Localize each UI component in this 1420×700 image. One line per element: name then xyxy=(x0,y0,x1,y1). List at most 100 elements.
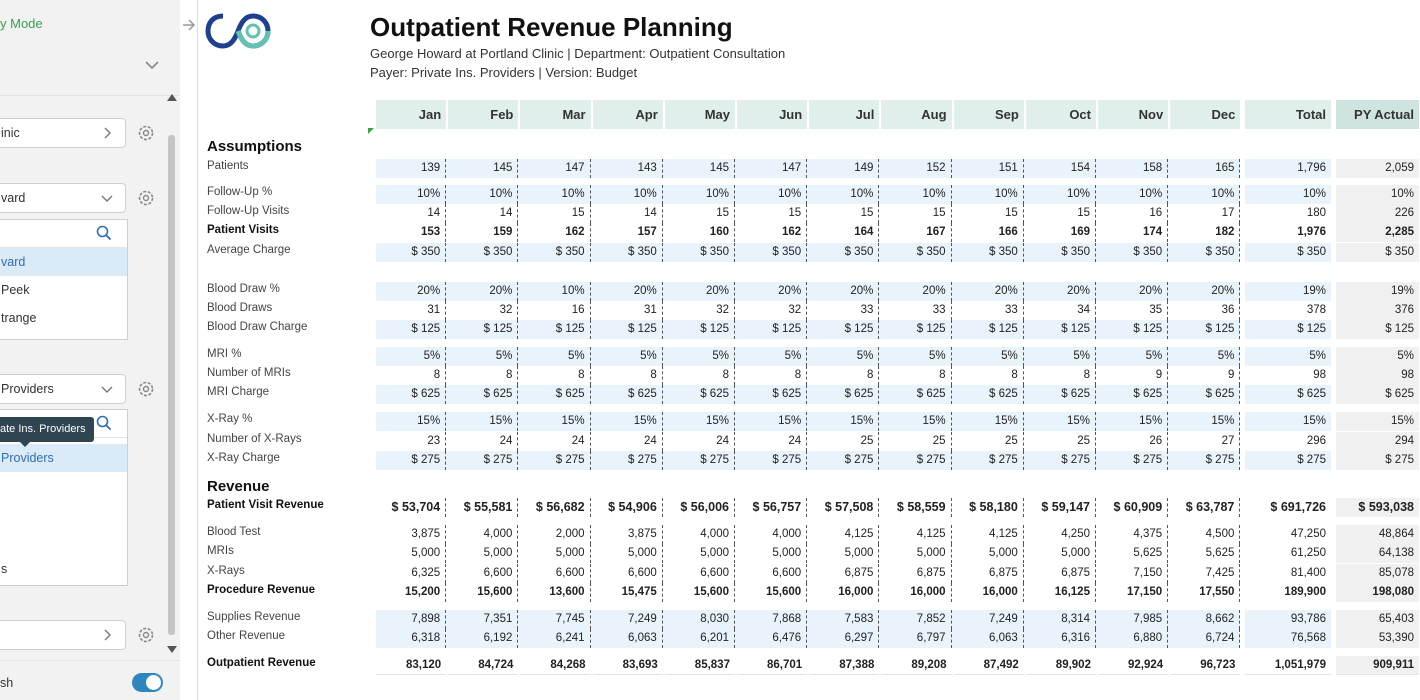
table-cell[interactable]: 15% xyxy=(737,412,808,431)
table-cell[interactable]: 10% xyxy=(376,185,447,204)
table-cell[interactable]: 6,724 xyxy=(1170,629,1241,648)
table-cell[interactable]: 15,600 xyxy=(665,583,735,602)
table-cell[interactable]: 5% xyxy=(809,347,880,366)
table-cell[interactable]: 15 xyxy=(1026,204,1096,223)
table-cell[interactable]: 8 xyxy=(954,366,1024,385)
table-cell[interactable]: 7,425 xyxy=(1170,564,1241,583)
table-cell[interactable]: 5% xyxy=(448,347,519,366)
table-cell[interactable]: 20% xyxy=(1026,282,1096,301)
table-cell[interactable]: 8 xyxy=(809,366,880,385)
table-cell[interactable]: 8 xyxy=(520,366,591,385)
table-cell[interactable]: 165 xyxy=(1170,159,1241,178)
table-cell[interactable]: 15,475 xyxy=(593,583,663,602)
table-cell[interactable]: 5,000 xyxy=(954,544,1024,563)
table-cell[interactable]: $ 350 xyxy=(1170,243,1241,262)
table-cell[interactable]: 5,625 xyxy=(1170,544,1241,563)
table-cell[interactable]: 35 xyxy=(1098,301,1169,320)
table-cell[interactable]: 4,500 xyxy=(1170,525,1241,544)
table-cell[interactable]: $ 125 xyxy=(737,320,808,339)
table-cell[interactable]: 5% xyxy=(737,347,808,366)
table-cell[interactable]: 5,625 xyxy=(1098,544,1169,563)
table-cell[interactable]: 5,000 xyxy=(593,544,663,563)
table-cell[interactable]: 167 xyxy=(881,223,952,242)
payer-option[interactable]: Providers xyxy=(0,444,127,472)
table-cell[interactable]: 4,000 xyxy=(448,525,519,544)
table-cell[interactable]: 6,600 xyxy=(520,564,591,583)
table-cell[interactable]: 20% xyxy=(881,282,952,301)
table-cell[interactable]: $ 625 xyxy=(954,385,1024,404)
table-cell[interactable]: 14 xyxy=(448,204,519,223)
table-cell[interactable]: 16,125 xyxy=(1026,583,1096,602)
table-cell[interactable]: 8 xyxy=(376,366,447,385)
payer-option[interactable]: s xyxy=(1,562,8,576)
table-cell[interactable]: 9 xyxy=(1098,366,1169,385)
table-cell[interactable]: 4,125 xyxy=(809,525,880,544)
table-cell[interactable]: 147 xyxy=(520,159,591,178)
table-cell[interactable]: 26 xyxy=(1098,432,1169,451)
table-cell[interactable]: 6,192 xyxy=(448,629,519,648)
table-cell[interactable]: 5% xyxy=(376,347,447,366)
table-cell[interactable]: $ 625 xyxy=(1098,385,1169,404)
table-cell[interactable]: 15% xyxy=(593,412,663,431)
refresh-toggle[interactable] xyxy=(132,673,163,692)
provider-option[interactable]: Peek xyxy=(1,283,30,297)
table-cell[interactable]: $ 275 xyxy=(809,451,880,470)
table-cell[interactable]: 15% xyxy=(520,412,591,431)
table-cell[interactable]: $ 350 xyxy=(737,243,808,262)
table-cell[interactable]: $ 625 xyxy=(376,385,447,404)
gear-icon[interactable] xyxy=(136,379,156,399)
table-cell[interactable]: 10% xyxy=(593,185,663,204)
table-cell[interactable]: 154 xyxy=(1026,159,1096,178)
table-cell[interactable]: 139 xyxy=(376,159,447,178)
table-cell[interactable]: $ 275 xyxy=(954,451,1024,470)
table-cell[interactable]: 8 xyxy=(665,366,735,385)
table-cell[interactable]: $ 275 xyxy=(665,451,735,470)
table-cell[interactable]: 15 xyxy=(881,204,952,223)
table-cell[interactable]: 164 xyxy=(809,223,880,242)
table-cell[interactable]: 14 xyxy=(376,204,447,223)
gear-icon[interactable] xyxy=(136,188,156,208)
table-cell[interactable]: 8,030 xyxy=(665,610,735,629)
table-cell[interactable]: 6,316 xyxy=(1026,629,1096,648)
table-cell[interactable]: 10% xyxy=(737,185,808,204)
table-cell[interactable]: 6,600 xyxy=(593,564,663,583)
table-cell[interactable]: 15% xyxy=(881,412,952,431)
table-cell[interactable]: 7,745 xyxy=(520,610,591,629)
table-cell[interactable]: 149 xyxy=(809,159,880,178)
table-cell[interactable]: 10% xyxy=(665,185,735,204)
table-cell[interactable]: 7,249 xyxy=(593,610,663,629)
table-cell[interactable]: 5,000 xyxy=(737,544,808,563)
table-cell[interactable]: 145 xyxy=(448,159,519,178)
table-cell[interactable]: $ 350 xyxy=(1026,243,1096,262)
table-cell[interactable]: $ 275 xyxy=(448,451,519,470)
table-cell[interactable]: 6,880 xyxy=(1098,629,1169,648)
table-cell[interactable]: $ 625 xyxy=(1026,385,1096,404)
table-cell[interactable]: 7,150 xyxy=(1098,564,1169,583)
table-cell[interactable]: 33 xyxy=(881,301,952,320)
table-cell[interactable]: 15,600 xyxy=(448,583,519,602)
table-cell[interactable]: 174 xyxy=(1098,223,1169,242)
table-cell[interactable]: 5% xyxy=(881,347,952,366)
table-cell[interactable]: 147 xyxy=(737,159,808,178)
table-cell[interactable]: 15% xyxy=(1170,412,1241,431)
table-cell[interactable]: 13,600 xyxy=(520,583,591,602)
table-cell[interactable]: $ 58,180 xyxy=(954,498,1024,517)
table-cell[interactable]: 25 xyxy=(881,432,952,451)
table-cell[interactable]: 23 xyxy=(376,432,447,451)
table-cell[interactable]: $ 125 xyxy=(809,320,880,339)
table-cell[interactable]: $ 125 xyxy=(665,320,735,339)
table-cell[interactable]: 36 xyxy=(1170,301,1241,320)
table-cell[interactable]: 32 xyxy=(665,301,735,320)
table-cell[interactable]: $ 275 xyxy=(737,451,808,470)
table-cell[interactable]: 5% xyxy=(1026,347,1096,366)
table-cell[interactable]: $ 350 xyxy=(881,243,952,262)
table-cell[interactable]: $ 53,704 xyxy=(376,498,447,517)
table-cell[interactable]: 160 xyxy=(665,223,735,242)
table-cell[interactable]: 15% xyxy=(954,412,1024,431)
table-cell[interactable]: $ 56,682 xyxy=(520,498,591,517)
arrow-right-icon[interactable] xyxy=(180,12,198,38)
table-cell[interactable]: 33 xyxy=(954,301,1024,320)
provider-option[interactable]: vard xyxy=(0,248,127,276)
table-cell[interactable]: 8 xyxy=(1026,366,1096,385)
table-cell[interactable]: 5% xyxy=(520,347,591,366)
